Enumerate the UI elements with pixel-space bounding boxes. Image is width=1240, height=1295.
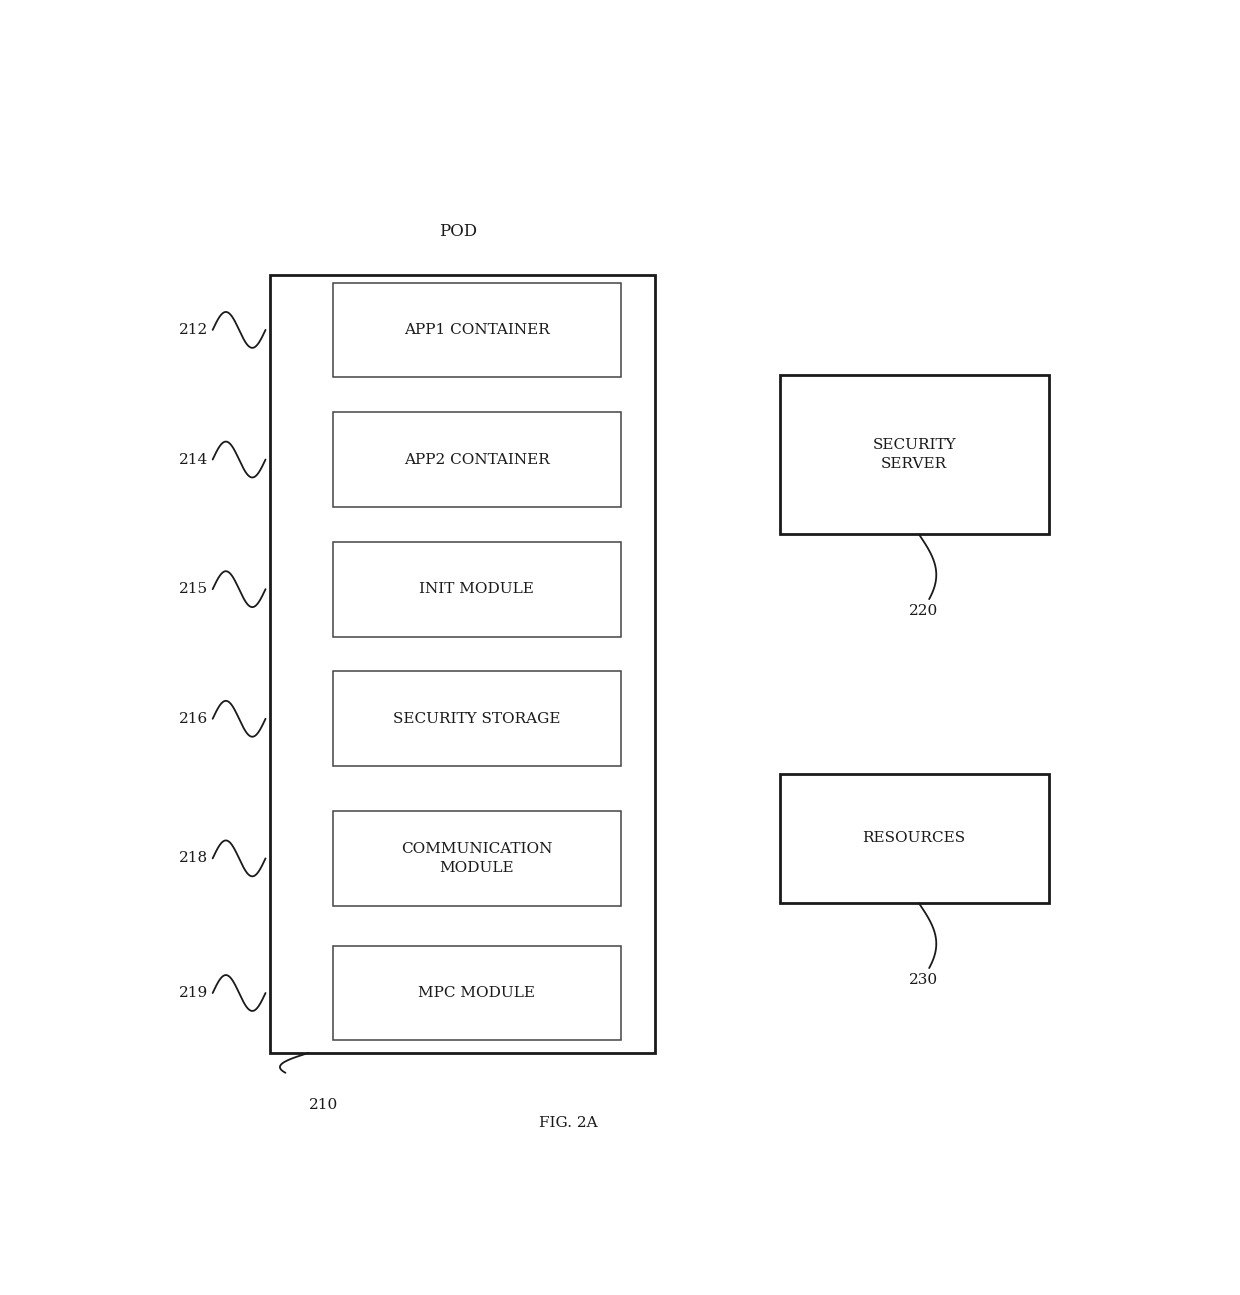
Bar <box>780 773 1049 904</box>
Text: SECURITY
SERVER: SECURITY SERVER <box>873 438 956 471</box>
Text: SECURITY STORAGE: SECURITY STORAGE <box>393 712 560 725</box>
Text: 210: 210 <box>309 1098 337 1111</box>
Text: POD: POD <box>439 223 476 240</box>
Text: 219: 219 <box>179 985 208 1000</box>
Bar <box>332 945 621 1040</box>
Text: COMMUNICATION
MODULE: COMMUNICATION MODULE <box>402 842 553 874</box>
Text: 218: 218 <box>179 851 208 865</box>
Text: 214: 214 <box>179 452 208 466</box>
Text: 230: 230 <box>909 973 939 987</box>
Bar <box>332 412 621 506</box>
Text: 215: 215 <box>179 583 208 596</box>
Text: MPC MODULE: MPC MODULE <box>418 985 536 1000</box>
Bar <box>332 811 621 905</box>
Bar <box>780 374 1049 535</box>
Text: RESOURCES: RESOURCES <box>863 831 966 846</box>
Text: APP2 CONTAINER: APP2 CONTAINER <box>404 452 549 466</box>
Text: 216: 216 <box>179 712 208 725</box>
Text: 212: 212 <box>179 322 208 337</box>
Text: 220: 220 <box>909 603 939 618</box>
Bar <box>270 275 655 1053</box>
Text: FIG. 2A: FIG. 2A <box>539 1115 598 1129</box>
Bar <box>332 541 621 637</box>
Text: APP1 CONTAINER: APP1 CONTAINER <box>404 322 549 337</box>
Bar <box>332 282 621 377</box>
Bar <box>332 671 621 767</box>
Text: INIT MODULE: INIT MODULE <box>419 583 534 596</box>
